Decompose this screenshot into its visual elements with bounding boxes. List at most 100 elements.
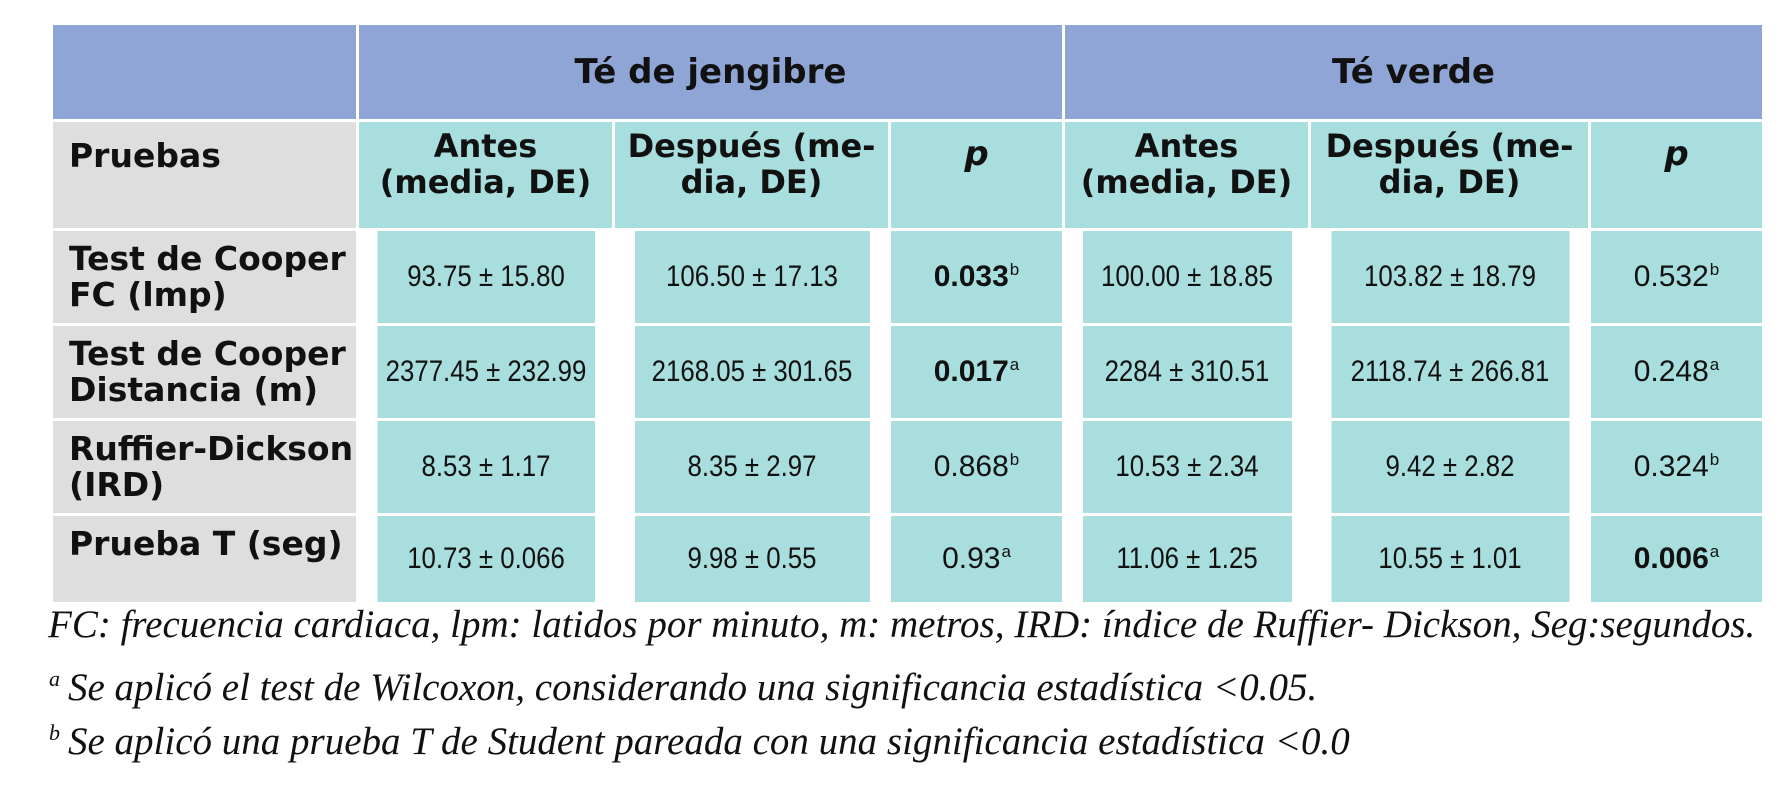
row-label: Prueba T (seg) [50, 513, 359, 605]
table-row: Ruffier-Dickson (IRD) 8.53 ± 1.17 8.35 ± 2.… [50, 418, 1765, 516]
row-label-line2: FC (lmp) [69, 275, 227, 314]
header-green-p: p [1588, 119, 1765, 231]
green-p-cell-value: 0.324 [1633, 450, 1709, 483]
footnote-b: b Se aplicó una prueba T de Student parea… [48, 706, 1778, 763]
row-label-line2: (IRD) [69, 465, 165, 504]
green-despues-cell-text: 10.55 ± 1.01 [1377, 542, 1522, 575]
row-label-line2: Distancia (m) [69, 370, 319, 409]
green-p-cell-value: 0.006 [1633, 542, 1709, 575]
green-despues-cell-text: 103.82 ± 18.79 [1363, 260, 1536, 293]
green-p-cell-superscript: a [1709, 355, 1720, 374]
green-p-cell-superscript: b [1709, 450, 1720, 469]
green-antes-cell-text: 11.06 ± 1.25 [1115, 542, 1258, 575]
green-antes-cell-text: 100.00 ± 18.85 [1100, 260, 1273, 293]
green-antes-cell: 11.06 ± 1.25 [1079, 513, 1294, 605]
green-antes-cell: 10.53 ± 2.34 [1079, 418, 1294, 516]
green-p-cell: 0.248a [1588, 323, 1765, 421]
header-tests: Pruebas [50, 119, 359, 231]
header-despues-line1: Después (me- [627, 127, 876, 165]
footnote-b-marker: b [49, 720, 60, 745]
header-antes-line2: (media, DE) [379, 163, 592, 201]
ginger-p-cell-value: 0.93 [942, 542, 1001, 575]
header-despues-line2: dia, DE) [1378, 163, 1521, 201]
ginger-p-cell-superscript: a [1009, 355, 1020, 374]
ginger-despues-cell: 9.98 ± 0.55 [631, 513, 872, 605]
table-row: Test de Cooper FC (lmp) 93.75 ± 15.80 106.5… [50, 228, 1765, 326]
green-p-cell-value: 0.532 [1633, 260, 1709, 293]
footnote-a: a Se aplicó el test de Wilcoxon, consider… [48, 652, 1778, 709]
green-despues-cell: 103.82 ± 18.79 [1327, 228, 1572, 326]
group-ginger-tea: Té de jengibre [356, 22, 1065, 122]
header-antes-line2: (media, DE) [1080, 163, 1293, 201]
ginger-p-cell-value: 0.017 [933, 355, 1009, 388]
table-body: Test de Cooper FC (lmp) 93.75 ± 15.80 106.5… [50, 228, 1765, 605]
header-ginger-p: p [888, 119, 1065, 231]
group-header-empty [50, 22, 359, 122]
ginger-antes-cell: 2377.45 ± 232.99 [374, 323, 597, 421]
ginger-despues-cell-text: 2168.05 ± 301.65 [651, 355, 852, 388]
ginger-despues-cell-text: 9.98 ± 0.55 [687, 542, 816, 575]
ginger-antes-cell-text: 10.73 ± 0.066 [406, 542, 565, 575]
header-ginger-despues: Después (me- dia, DE) [612, 119, 891, 231]
ginger-despues-cell-text: 106.50 ± 17.13 [665, 260, 838, 293]
green-despues-cell: 10.55 ± 1.01 [1327, 513, 1572, 605]
green-p-cell: 0.006a [1588, 513, 1765, 605]
row-label-line1: Ruffier-Dickson [69, 429, 354, 468]
header-despues-line1: Después (me- [1325, 127, 1574, 165]
green-antes-cell: 2284 ± 310.51 [1079, 323, 1294, 421]
ginger-p-cell-value: 0.868 [933, 450, 1009, 483]
results-table: Té de jengibre Té verde Pruebas Antes (m… [50, 22, 1765, 605]
green-p-cell: 0.532b [1588, 228, 1765, 326]
header-green-antes: Antes (media, DE) [1062, 119, 1311, 231]
green-p-cell-value: 0.248 [1633, 355, 1709, 388]
footnote-b-text: Se aplicó una prueba T de Student paread… [68, 720, 1350, 763]
footnote-a-text: Se aplicó el test de Wilcoxon, considera… [68, 666, 1318, 709]
ginger-despues-cell: 2168.05 ± 301.65 [631, 323, 872, 421]
green-antes-cell: 100.00 ± 18.85 [1079, 228, 1294, 326]
green-despues-cell: 2118.74 ± 266.81 [1327, 323, 1572, 421]
ginger-antes-cell-text: 8.53 ± 1.17 [421, 450, 550, 483]
ginger-despues-cell: 106.50 ± 17.13 [631, 228, 872, 326]
table-row: Test de Cooper Distancia (m) 2377.45 ± 232… [50, 323, 1765, 421]
green-antes-cell-text: 2284 ± 310.51 [1104, 355, 1269, 388]
ginger-p-cell: 0.017a [888, 323, 1065, 421]
green-antes-cell-text: 10.53 ± 2.34 [1114, 450, 1259, 483]
ginger-p-cell: 0.868b [888, 418, 1065, 516]
ginger-p-cell-superscript: b [1009, 450, 1020, 469]
table-row: Prueba T (seg) 10.73 ± 0.066 9.98 ± 0.55 0.… [50, 513, 1765, 605]
green-p-cell-superscript: a [1709, 542, 1720, 561]
green-despues-cell-text: 2118.74 ± 266.81 [1350, 355, 1549, 388]
header-despues-line2: dia, DE) [680, 163, 823, 201]
ginger-p-cell: 0.033b [888, 228, 1065, 326]
group-green-tea: Té verde [1062, 22, 1765, 122]
row-label: Test de Cooper FC (lmp) [50, 228, 359, 326]
row-label: Test de Cooper Distancia (m) [50, 323, 359, 421]
header-antes-line1: Antes [1134, 127, 1239, 165]
header-ginger-antes: Antes (media, DE) [356, 119, 615, 231]
green-despues-cell-text: 9.42 ± 2.82 [1385, 450, 1514, 483]
row-label-line1: Test de Cooper [69, 239, 346, 278]
ginger-despues-cell: 8.35 ± 2.97 [631, 418, 872, 516]
group-header-row: Té de jengibre Té verde [50, 22, 1765, 122]
ginger-antes-cell: 8.53 ± 1.17 [374, 418, 597, 516]
row-label-line1: Test de Cooper [69, 334, 346, 373]
ginger-p-cell-value: 0.033 [933, 260, 1009, 293]
ginger-despues-cell-text: 8.35 ± 2.97 [687, 450, 816, 483]
green-p-cell: 0.324b [1588, 418, 1765, 516]
ginger-antes-cell: 10.73 ± 0.066 [374, 513, 597, 605]
ginger-p-cell-superscript: b [1009, 260, 1020, 279]
header-green-despues: Después (me- dia, DE) [1308, 119, 1591, 231]
row-label: Ruffier-Dickson (IRD) [50, 418, 359, 516]
green-despues-cell: 9.42 ± 2.82 [1327, 418, 1572, 516]
green-p-cell-superscript: b [1709, 260, 1720, 279]
header-antes-line1: Antes [433, 127, 538, 165]
ginger-antes-cell-text: 93.75 ± 15.80 [406, 260, 565, 293]
table-footnotes: FC: frecuencia cardiaca, lpm: latidos po… [48, 598, 1778, 763]
column-header-row: Pruebas Antes (media, DE) Después (me- d… [50, 119, 1765, 231]
ginger-p-cell-superscript: a [1001, 542, 1011, 561]
row-label-line1: Prueba T (seg) [69, 524, 343, 563]
footnote-abbreviations: FC: frecuencia cardiaca, lpm: latidos po… [48, 603, 1756, 646]
ginger-antes-cell: 93.75 ± 15.80 [374, 228, 597, 326]
footnote-a-marker: a [49, 666, 60, 691]
ginger-antes-cell-text: 2377.45 ± 232.99 [385, 355, 586, 388]
